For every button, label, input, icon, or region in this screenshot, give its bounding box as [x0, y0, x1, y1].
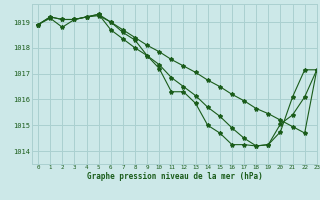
- X-axis label: Graphe pression niveau de la mer (hPa): Graphe pression niveau de la mer (hPa): [86, 172, 262, 181]
